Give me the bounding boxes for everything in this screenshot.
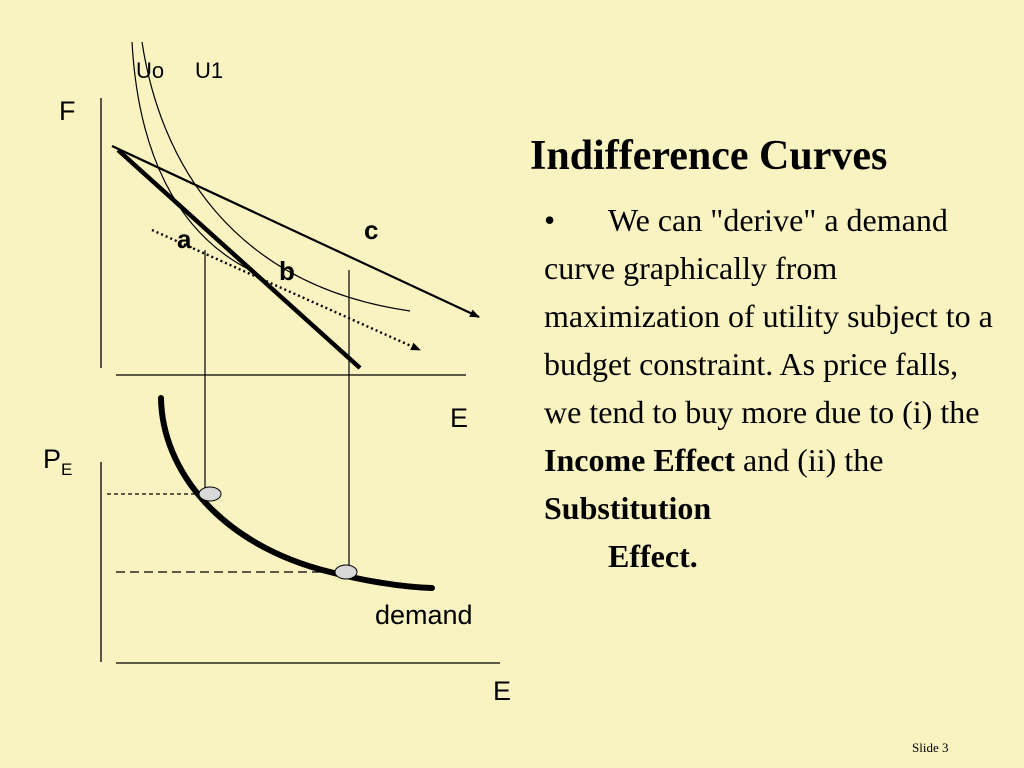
lower-y-axis-label: PE bbox=[43, 444, 72, 479]
lower-y-axis-label-main: P bbox=[43, 444, 61, 474]
upper-x-axis-label: E bbox=[450, 403, 468, 433]
point-label-a: a bbox=[177, 224, 192, 254]
body-text-part1: We can "derive" a demand curve graphical… bbox=[544, 202, 993, 430]
demand-curve-label: demand bbox=[375, 600, 473, 630]
curve-label-uo: Uo bbox=[136, 58, 164, 83]
point-label-b: b bbox=[279, 256, 295, 286]
income-effect-term: Income Effect bbox=[544, 442, 736, 478]
indifference-curve-uo bbox=[131, 41, 251, 271]
lower-y-axis-label-subscript: E bbox=[61, 460, 72, 479]
indifference-curve-u1 bbox=[141, 41, 411, 312]
slide-title: Indifference Curves bbox=[530, 133, 888, 179]
curve-label-u1: U1 bbox=[195, 58, 223, 83]
substitution-term: Substitution bbox=[544, 490, 712, 526]
demand-point-high bbox=[198, 486, 222, 502]
budget-line-new bbox=[111, 145, 480, 318]
lower-x-axis-label: E bbox=[493, 676, 511, 706]
effect-term: Effect. bbox=[608, 538, 698, 574]
budget-line-original bbox=[116, 148, 362, 370]
budget-line-compensated bbox=[151, 228, 421, 352]
slide-body: • We can "derive" a demand curve graphica… bbox=[544, 196, 994, 580]
upper-y-axis-label: F bbox=[59, 96, 76, 126]
slide-number: Slide 3 bbox=[912, 740, 949, 755]
bullet-marker: • bbox=[544, 202, 556, 238]
demand-curve bbox=[158, 395, 435, 591]
point-label-c: c bbox=[364, 215, 378, 245]
body-text-part2: and (ii) the bbox=[735, 442, 884, 478]
demand-point-low bbox=[334, 564, 358, 580]
